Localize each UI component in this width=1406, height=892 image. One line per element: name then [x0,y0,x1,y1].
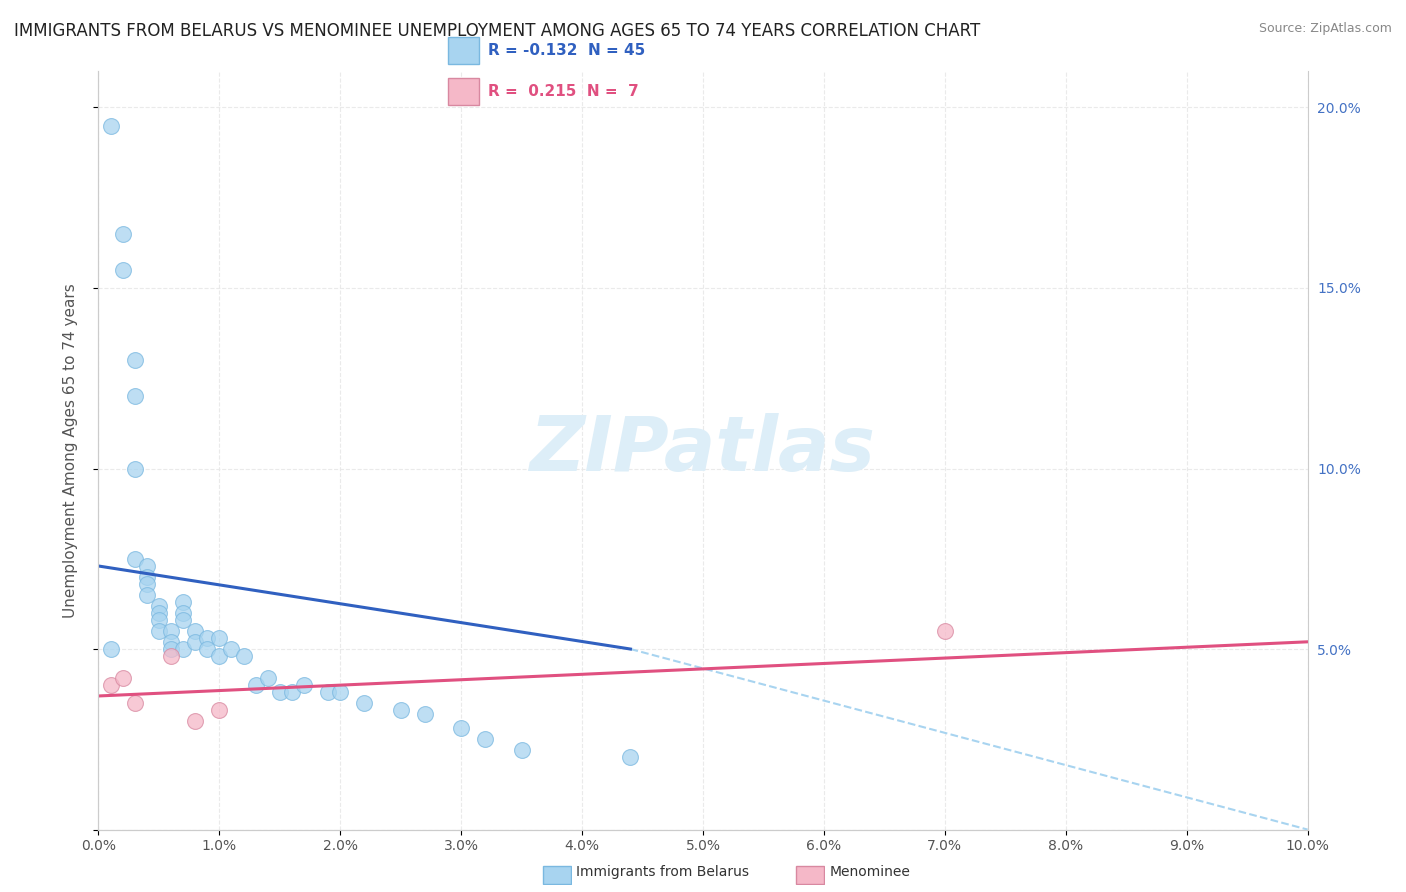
Y-axis label: Unemployment Among Ages 65 to 74 years: Unemployment Among Ages 65 to 74 years [63,283,77,618]
FancyBboxPatch shape [449,37,479,64]
Point [329,685,352,699]
Point [148,613,170,627]
Point [100,119,122,133]
Point [135,588,157,602]
Text: ZIPatlas: ZIPatlas [530,414,876,487]
Point [160,624,183,638]
Point [184,714,207,729]
Text: Source: ZipAtlas.com: Source: ZipAtlas.com [1258,22,1392,36]
Point [316,685,339,699]
Point [474,732,496,747]
Point [111,671,134,685]
Point [510,743,533,757]
FancyBboxPatch shape [449,78,479,105]
Point [619,750,641,764]
Point [172,613,194,627]
Point [195,631,218,645]
Point [148,599,170,613]
Text: IMMIGRANTS FROM BELARUS VS MENOMINEE UNEMPLOYMENT AMONG AGES 65 TO 74 YEARS CORR: IMMIGRANTS FROM BELARUS VS MENOMINEE UNE… [14,22,980,40]
Point [124,389,146,403]
Point [934,624,956,638]
Point [172,595,194,609]
Point [256,671,278,685]
Point [184,624,207,638]
Point [221,642,243,657]
Point [208,703,231,717]
Point [124,551,146,566]
Text: Menominee: Menominee [830,865,911,880]
Point [232,649,254,664]
Point [100,678,122,692]
Point [208,631,231,645]
FancyBboxPatch shape [543,866,571,884]
Point [148,624,170,638]
Point [135,577,157,591]
Point [124,696,146,710]
Point [160,649,183,664]
Point [148,606,170,620]
Text: R = -0.132  N = 45: R = -0.132 N = 45 [488,44,645,58]
Point [269,685,291,699]
Point [160,642,183,657]
Text: Immigrants from Belarus: Immigrants from Belarus [576,865,749,880]
Point [124,353,146,368]
Text: R =  0.215  N =  7: R = 0.215 N = 7 [488,85,640,99]
Point [172,606,194,620]
Point [135,570,157,584]
Point [111,263,134,277]
Point [184,635,207,649]
Point [100,642,122,657]
Point [389,703,412,717]
Point [245,678,267,692]
Point [111,227,134,241]
Point [353,696,375,710]
Point [160,635,183,649]
Point [172,642,194,657]
FancyBboxPatch shape [796,866,824,884]
Point [281,685,304,699]
Point [208,649,231,664]
Point [292,678,315,692]
Point [195,642,218,657]
Point [413,706,436,721]
Point [135,559,157,574]
Point [124,461,146,475]
Point [450,722,472,736]
